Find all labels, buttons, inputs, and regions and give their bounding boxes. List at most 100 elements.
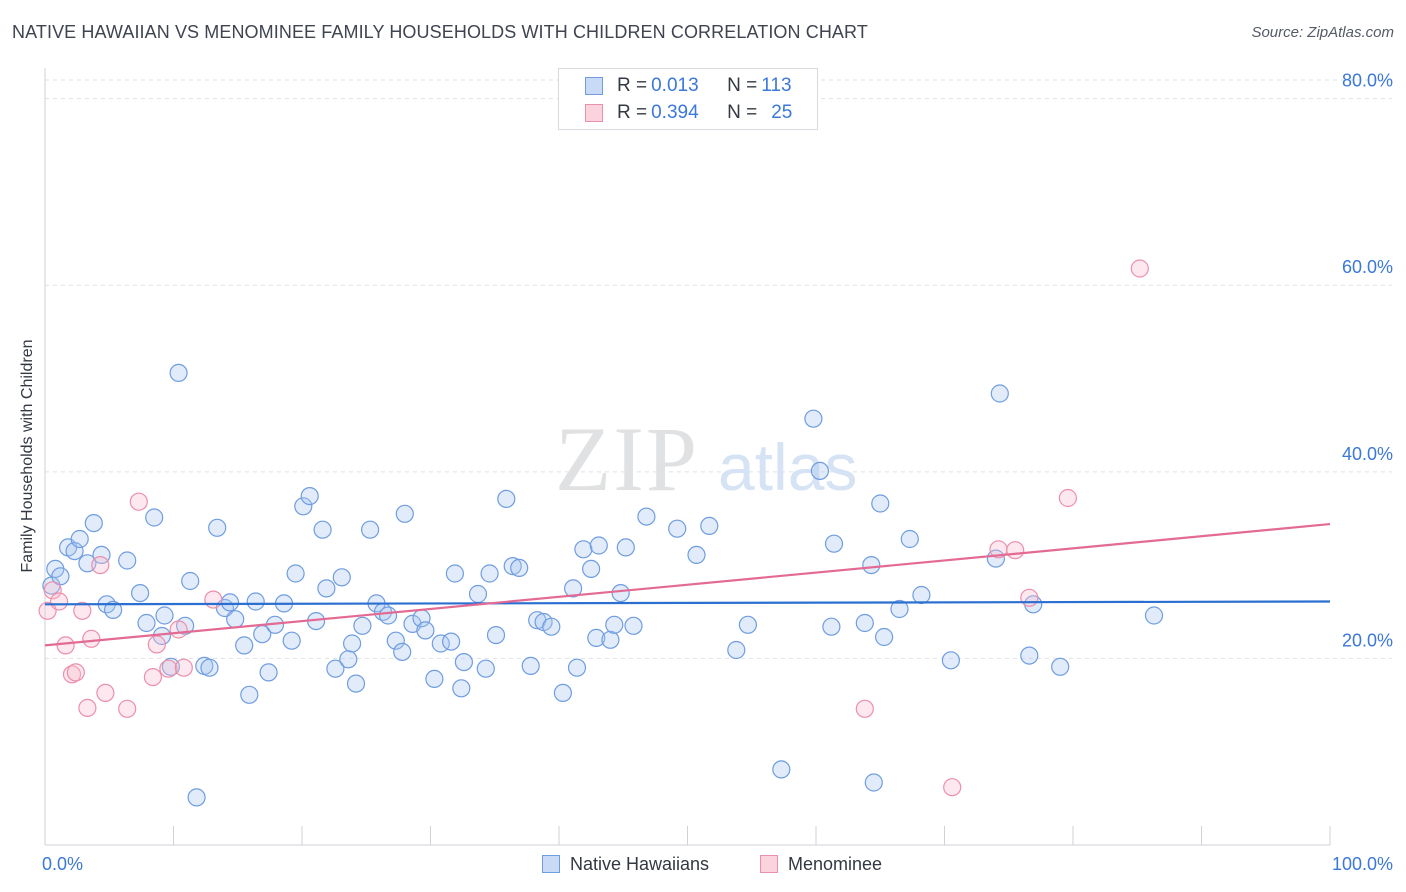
legend-label: Native Hawaiians xyxy=(570,853,710,874)
point-menominee xyxy=(49,592,69,611)
bottom-legend-native-hawaiians: Native Hawaiians xyxy=(542,851,709,877)
point-native-hawaiians xyxy=(468,584,488,604)
point-menominee xyxy=(159,659,178,678)
point-native-hawaiians xyxy=(855,613,874,633)
point-native-hawaiians xyxy=(452,679,471,698)
point-native-hawaiians xyxy=(445,564,464,583)
point-native-hawaiians xyxy=(497,489,516,508)
point-native-hawaiians xyxy=(687,545,706,565)
point-native-hawaiians xyxy=(103,600,123,620)
points-layer xyxy=(38,259,1164,807)
point-menominee xyxy=(143,667,162,687)
point-native-hawaiians xyxy=(425,669,444,689)
legend-row-menominee: R = 0.394 N = 25 xyxy=(585,100,792,126)
point-native-hawaiians xyxy=(286,564,305,583)
point-native-hawaiians xyxy=(51,567,70,586)
watermark: ZIP atlas xyxy=(555,408,857,510)
point-native-hawaiians xyxy=(454,652,473,672)
point-native-hawaiians xyxy=(137,613,156,633)
point-native-hawaiians xyxy=(118,551,137,570)
point-native-hawaiians xyxy=(220,593,240,612)
r-value: 0.013 xyxy=(651,75,699,96)
point-native-hawaiians xyxy=(353,616,372,635)
point-native-hawaiians xyxy=(326,659,345,678)
point-native-hawaiians xyxy=(486,625,506,645)
point-native-hawaiians xyxy=(611,583,630,603)
point-native-hawaiians xyxy=(890,599,909,619)
point-native-hawaiians xyxy=(553,683,573,703)
point-native-hawaiians xyxy=(1020,646,1039,665)
y-tick-label: 80.0% xyxy=(1342,71,1393,91)
point-native-hawaiians xyxy=(912,585,931,605)
point-menominee xyxy=(96,683,115,703)
point-native-hawaiians xyxy=(822,617,841,636)
trend-layer xyxy=(44,522,1331,647)
legend-swatch-blue xyxy=(542,855,560,873)
y-tick-label: 20.0% xyxy=(1342,630,1393,650)
source-label: Source: ZipAtlas.com xyxy=(1251,24,1394,41)
point-menominee xyxy=(118,699,137,718)
point-native-hawaiians xyxy=(668,519,687,538)
point-menominee xyxy=(56,636,75,655)
point-native-hawaiians xyxy=(361,520,380,539)
legend-label: Menominee xyxy=(788,853,883,874)
point-native-hawaiians xyxy=(386,631,405,650)
point-menominee xyxy=(91,555,110,575)
trend-line-menominee xyxy=(44,522,1331,647)
point-native-hawaiians xyxy=(804,409,823,428)
chart-title: NATIVE HAWAIIAN VS MENOMINEE FAMILY HOUS… xyxy=(12,22,868,42)
point-menominee xyxy=(1020,588,1039,607)
point-native-hawaiians xyxy=(637,507,656,526)
point-native-hawaiians xyxy=(587,628,606,648)
point-native-hawaiians xyxy=(240,685,259,704)
point-native-hawaiians xyxy=(246,592,265,611)
point-native-hawaiians xyxy=(181,571,200,591)
point-native-hawaiians xyxy=(187,788,206,807)
point-native-hawaiians xyxy=(416,621,435,640)
r-value: 0.394 xyxy=(651,102,699,123)
point-native-hawaiians xyxy=(395,504,414,523)
x-tick-label: 0.0% xyxy=(42,854,83,874)
point-native-hawaiians xyxy=(900,529,919,549)
point-native-hawaiians xyxy=(339,650,358,669)
point-menominee xyxy=(78,698,97,718)
axis-layer xyxy=(44,68,1331,846)
point-native-hawaiians xyxy=(131,583,150,603)
point-native-hawaiians xyxy=(476,659,495,678)
point-menominee xyxy=(147,635,166,654)
point-native-hawaiians xyxy=(208,518,227,537)
point-menominee xyxy=(66,663,85,682)
point-menominee xyxy=(204,590,223,609)
legend-swatch-pink xyxy=(585,104,603,122)
point-native-hawaiians xyxy=(317,579,336,598)
point-native-hawaiians xyxy=(294,497,313,516)
point-native-hawaiians xyxy=(862,555,881,575)
legend-swatch-pink xyxy=(760,855,778,873)
point-native-hawaiians xyxy=(589,536,608,555)
point-native-hawaiians xyxy=(624,616,643,635)
r-label: R = xyxy=(617,75,648,96)
point-native-hawaiians xyxy=(313,520,332,539)
point-menominee xyxy=(1006,541,1025,560)
point-native-hawaiians xyxy=(65,541,84,561)
point-native-hawaiians xyxy=(574,540,593,559)
point-native-hawaiians xyxy=(332,568,351,587)
point-native-hawaiians xyxy=(393,642,412,662)
tick-label-layer: 20.0% 40.0% 60.0% 80.0% 0.0% 100.0% xyxy=(42,71,1393,874)
bottom-legend-menominee: Menominee xyxy=(760,851,882,877)
point-native-hawaiians xyxy=(871,494,890,513)
point-native-hawaiians xyxy=(727,640,746,660)
point-native-hawaiians xyxy=(567,658,587,677)
point-menominee xyxy=(82,629,101,648)
y-tick-label: 40.0% xyxy=(1342,444,1393,464)
legend-row-native-hawaiians: R = 0.013 N = 113 xyxy=(585,73,792,99)
point-menominee xyxy=(855,699,874,718)
n-value: 25 xyxy=(771,102,793,123)
n-label: N = xyxy=(727,102,758,123)
point-native-hawaiians xyxy=(235,636,254,655)
point-native-hawaiians xyxy=(941,651,961,670)
point-menominee xyxy=(73,601,92,620)
point-native-hawaiians xyxy=(346,674,366,693)
point-native-hawaiians xyxy=(155,606,174,625)
